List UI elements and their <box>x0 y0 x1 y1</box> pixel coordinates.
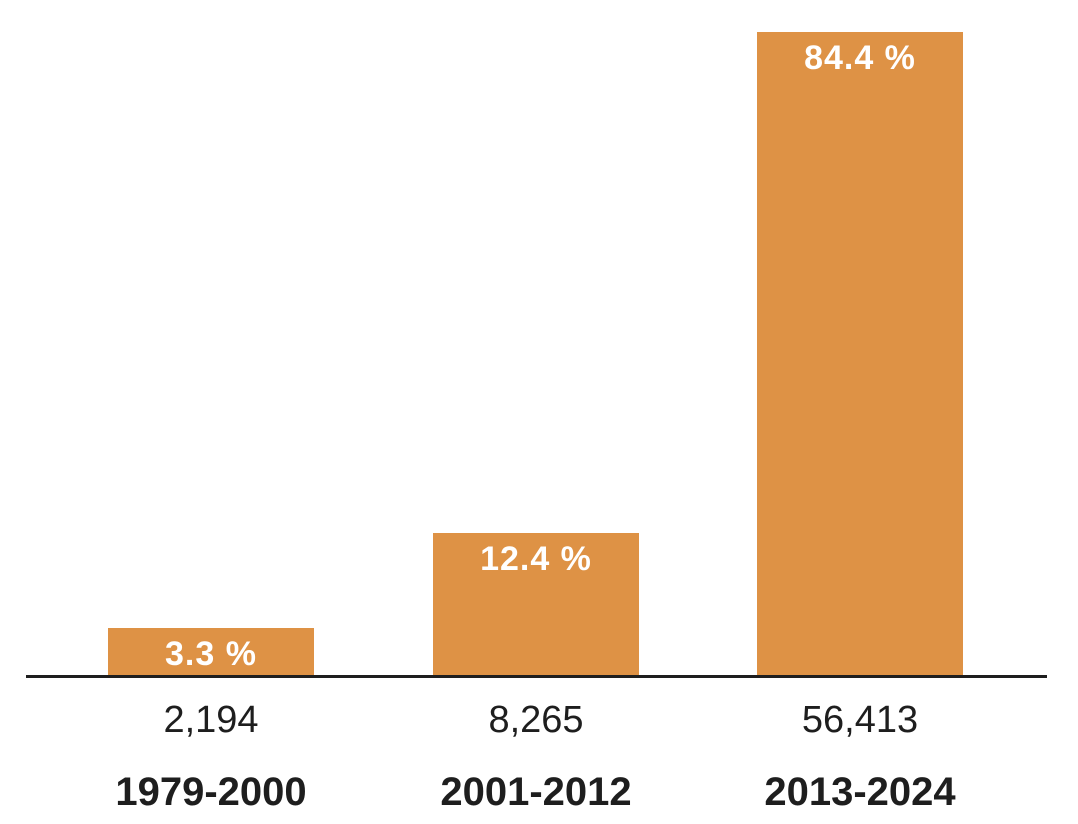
count-label-1979-2000: 2,194 <box>163 699 259 741</box>
count-label-2001-2012: 8,265 <box>488 699 584 741</box>
category-label-2013-2024: 2013-2024 <box>764 770 956 814</box>
count-label-2013-2024: 56,413 <box>801 699 919 741</box>
bar-percent-label: 12.4 % <box>480 540 592 578</box>
category-label-1979-2000: 1979-2000 <box>115 770 307 814</box>
bar-percent-label: 84.4 % <box>804 39 916 77</box>
bar-2001-2012: 12.4 % <box>433 533 639 676</box>
bar-2013-2024: 84.4 % <box>757 32 963 676</box>
x-axis-line <box>26 675 1047 678</box>
bar-percent-label: 3.3 % <box>165 635 257 673</box>
bar-1979-2000: 3.3 % <box>108 628 314 676</box>
category-label-2001-2012: 2001-2012 <box>440 770 632 814</box>
